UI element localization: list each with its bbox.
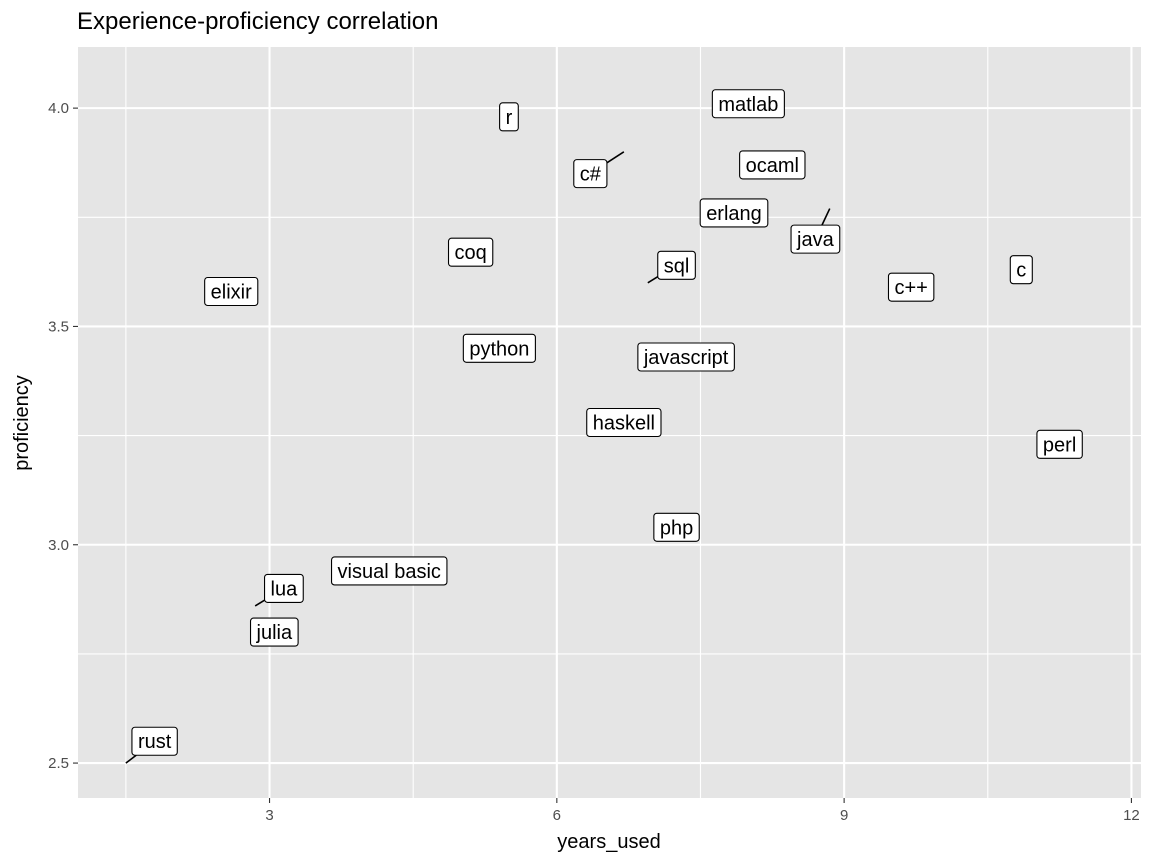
label-box: [887, 272, 935, 302]
label-text: c#: [580, 164, 602, 186]
y-axis-ticks: 2.5 3.0 3.5 4.0: [48, 100, 78, 772]
y-tick-label: 3.5: [48, 318, 69, 335]
label-box: [699, 198, 769, 228]
point-labels: r matlab c# ocaml erlang java coq sql c elixir c++…: [131, 89, 1083, 756]
point-label-c-: c++: [887, 272, 935, 302]
x-tick-label: 12: [1123, 807, 1140, 824]
label-box: [739, 150, 806, 180]
label-text: java: [796, 229, 835, 251]
point-label-python: python: [462, 333, 536, 363]
label-leader-lines: [125, 151, 831, 764]
label-text: erlang: [706, 203, 762, 225]
label-box: [1036, 429, 1083, 459]
label-text: python: [469, 338, 529, 360]
point-label-visual-basic: visual basic: [330, 556, 448, 586]
leader-line: [647, 276, 659, 284]
point-label-javascript: javascript: [637, 342, 735, 372]
point-label-lua: lua: [263, 573, 304, 603]
point-label-julia: julia: [249, 617, 299, 647]
label-box: [586, 407, 662, 438]
label-text: sql: [664, 255, 690, 277]
point-label-perl: perl: [1036, 429, 1083, 459]
label-box: [637, 342, 735, 372]
label-box: [447, 237, 494, 267]
point-label-c-: c#: [573, 159, 608, 189]
point-label-sql: sql: [657, 250, 696, 280]
label-text: julia: [256, 622, 293, 644]
leader-line: [125, 754, 137, 764]
label-box: [131, 726, 178, 756]
label-box: [249, 617, 299, 647]
label-box: [711, 89, 785, 119]
x-tick-label: 6: [553, 807, 561, 824]
label-box: [263, 573, 304, 603]
point-label-ocaml: ocaml: [739, 150, 806, 180]
label-box: [204, 276, 259, 307]
label-text: perl: [1043, 434, 1076, 456]
label-text: c++: [894, 277, 927, 299]
label-text: matlab: [718, 94, 778, 116]
x-tick-label: 9: [840, 807, 848, 824]
label-text: c: [1016, 260, 1026, 282]
label-text: visual basic: [338, 561, 441, 583]
label-box: [573, 159, 608, 189]
point-label-java: java: [790, 224, 841, 254]
label-box: [330, 556, 448, 586]
leader-line: [254, 599, 265, 607]
point-label-matlab: matlab: [711, 89, 785, 119]
major-gridlines: [78, 47, 1141, 798]
x-tick-label: 3: [265, 807, 273, 824]
label-box: [657, 250, 696, 280]
y-tick-label: 4.0: [48, 100, 69, 117]
label-text: lua: [271, 578, 299, 600]
label-text: php: [660, 517, 693, 539]
point-label-erlang: erlang: [699, 198, 769, 228]
label-box: [462, 333, 536, 363]
leader-line: [821, 208, 831, 226]
label-box: [1009, 255, 1033, 285]
label-text: javascript: [643, 347, 729, 369]
y-tick-label: 3.0: [48, 537, 69, 554]
chart-title: Experience-proficiency correlation: [77, 8, 439, 35]
label-box: [790, 224, 841, 254]
point-label-c: c: [1009, 255, 1033, 285]
label-text: rust: [138, 731, 172, 753]
label-box: [499, 102, 519, 132]
point-label-haskell: haskell: [586, 407, 662, 438]
label-box: [653, 512, 700, 542]
point-label-rust: rust: [131, 726, 178, 756]
label-text: elixir: [211, 282, 252, 304]
y-axis-label: proficiency: [11, 375, 33, 471]
y-tick-label: 2.5: [48, 755, 69, 772]
x-axis-label: years_used: [557, 831, 660, 853]
label-text: r: [506, 107, 513, 129]
point-label-coq: coq: [447, 237, 494, 267]
label-text: coq: [455, 242, 487, 264]
point-label-r: r: [499, 102, 519, 132]
label-text: ocaml: [746, 155, 799, 177]
label-text: haskell: [593, 413, 655, 435]
x-axis-ticks: 3 6 9 12: [265, 798, 1140, 824]
point-label-php: php: [653, 512, 700, 542]
point-label-elixir: elixir: [204, 276, 259, 307]
leader-line: [606, 151, 625, 164]
